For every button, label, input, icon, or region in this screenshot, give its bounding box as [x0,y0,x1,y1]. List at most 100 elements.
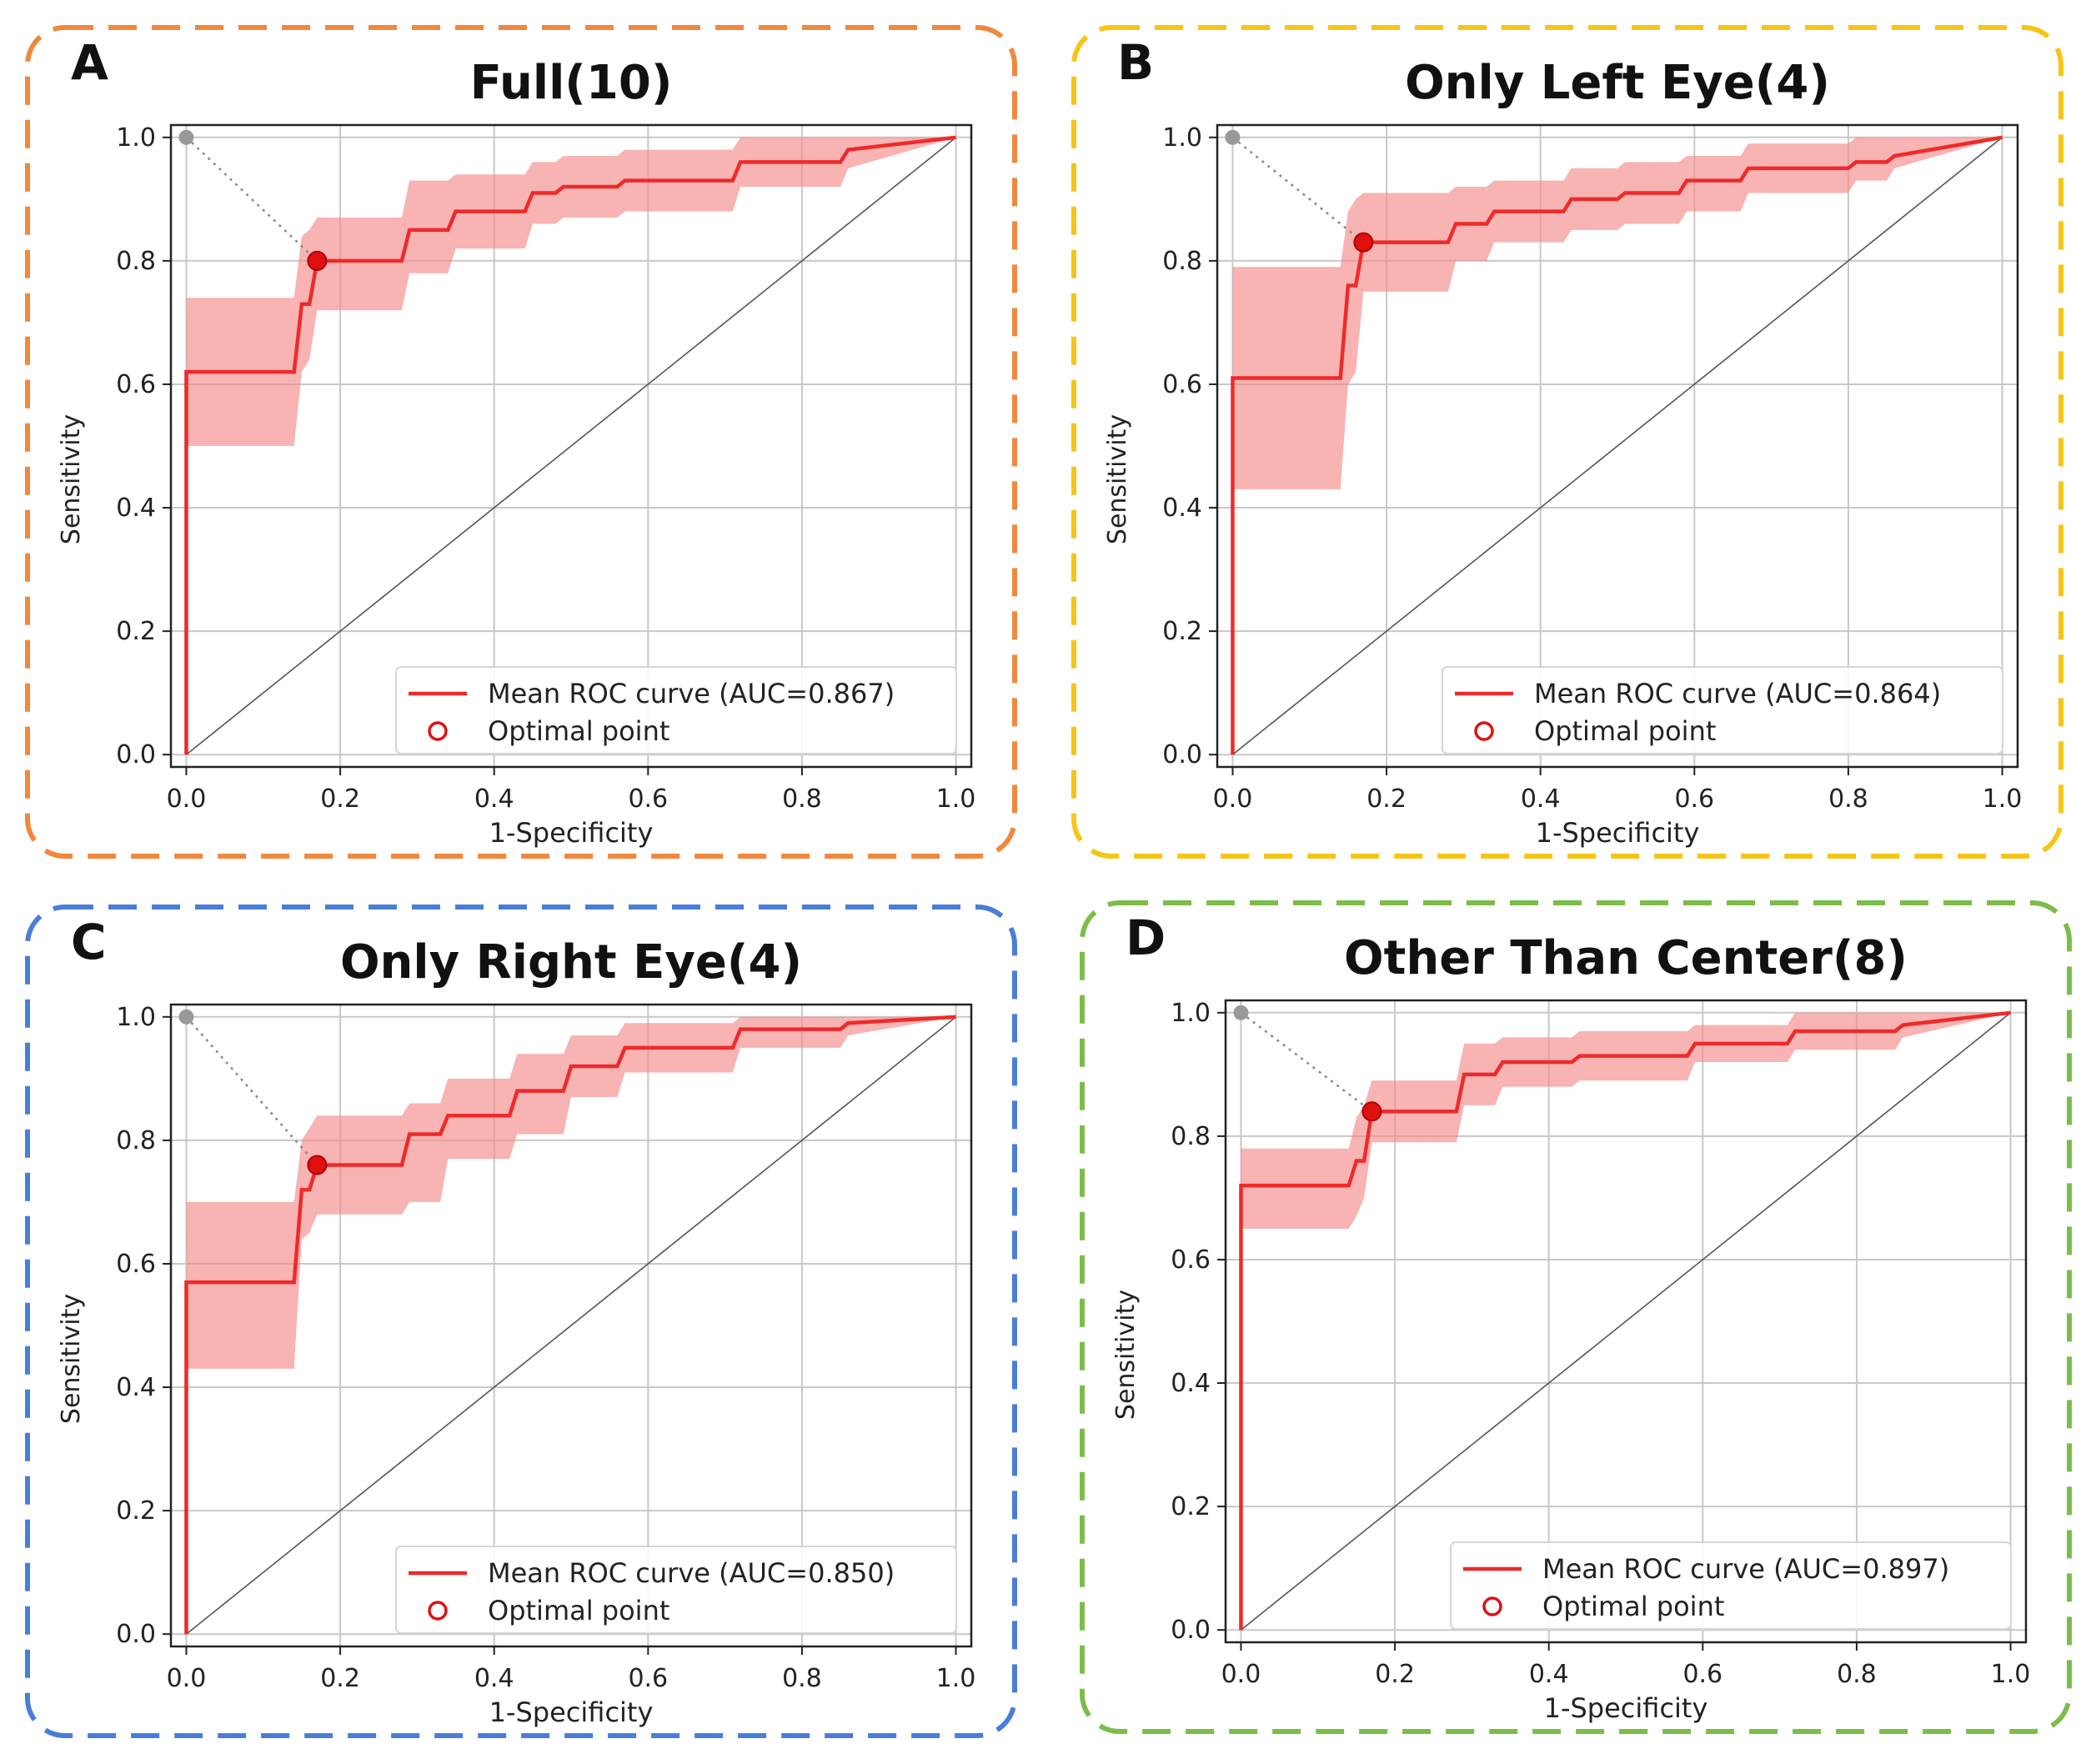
y-axis-label: Sensitivity [1103,414,1132,544]
legend-box [395,666,957,754]
roc-chart-a: A Full(10) 0.0 0.2 0.4 0.6 0.8 1.0 0.0 0.2 0.4 0.6 0… [25,25,1017,859]
y-tick-label: 0.4 [1171,1369,1211,1398]
x-tick-label: 0.0 [167,784,207,814]
x-tick-label: 0.6 [1682,1660,1722,1689]
legend-entry-optimal: Optimal point [488,1595,669,1626]
roc-chart-d: D Other Than Center(8) 0.0 0.2 0.4 0.6 0.8 1.0 0… [1080,900,2072,1734]
y-tick-label: 0.2 [1162,617,1202,646]
mean-roc-curve [1231,135,2003,755]
optimal-connector [1231,136,1365,243]
legend-entry-optimal: Optimal point [1534,715,1716,747]
axes-frame [169,1003,973,1648]
panel-d: D Other Than Center(8) 0.0 0.2 0.4 0.6 0.8 1.0 0… [1080,900,2072,1734]
x-tick-label: 0.8 [1828,784,1868,814]
panel-c: C Only Right Eye(4) 0.0 0.2 0.4 0.6 0.8 1.0 0.0 0… [25,905,1017,1738]
x-tick-label: 0.4 [474,1664,514,1693]
confidence-band [186,137,956,755]
legend-box [395,1546,957,1634]
panel-label: C [71,914,107,970]
optimal-point-marker [1353,232,1374,253]
x-tick-label: 0.2 [320,784,360,814]
panel-frame [1071,25,2063,859]
optimal-point-marker [307,250,328,271]
axes-frame [1216,123,2019,769]
y-axis-label: Sensitivity [1111,1290,1141,1420]
x-tick-label: 1.0 [936,1664,976,1693]
chart-title: Only Right Eye(4) [340,935,802,990]
y-tick-label: 0.2 [116,617,156,646]
y-tick-label: 0.2 [116,1496,156,1526]
x-tick-label: 0.4 [474,784,514,814]
legend-entry-roc: Mean ROC curve (AUC=0.867) [488,678,895,709]
y-tick-label: 0.6 [1171,1245,1211,1275]
y-tick-label: 0.6 [1162,370,1202,399]
y-tick-label: 0.8 [116,1126,156,1155]
optimal-connector [1240,1011,1373,1113]
y-tick-label: 0.8 [1162,247,1202,276]
legend-entry-roc: Mean ROC curve (AUC=0.897) [1542,1553,1949,1585]
reference-point [178,129,194,145]
legend-marker-swatch [1482,1596,1502,1616]
y-tick-label: 0.0 [116,1620,156,1649]
chance-diagonal [185,137,957,755]
chart-title: Full(10) [470,56,673,110]
legend-marker-swatch [428,1601,448,1621]
x-tick-label: 0.0 [167,1664,207,1693]
legend-entry-roc: Mean ROC curve (AUC=0.850) [488,1557,895,1589]
legend-marker-swatch [1474,721,1494,741]
y-tick-label: 0.2 [1171,1492,1211,1521]
mean-roc-curve [184,1015,956,1635]
x-axis-label: 1-Specificity [1536,817,1700,849]
x-tick-label: 0.0 [1221,1660,1261,1689]
panel-label: D [1126,910,1166,966]
mean-roc-curve [184,135,956,755]
chance-diagonal [1240,1012,2012,1631]
x-tick-label: 0.6 [628,1664,668,1693]
x-tick-label: 0.8 [1837,1660,1877,1689]
panel-label: B [1117,34,1154,91]
optimal-point-marker [307,1155,328,1175]
legend-entry-optimal: Optimal point [1542,1591,1724,1622]
y-tick-label: 0.0 [1171,1616,1211,1645]
y-tick-label: 0.6 [116,370,156,399]
y-tick-label: 1.0 [116,123,156,153]
x-tick-label: 0.8 [782,784,822,814]
x-axis-label: 1-Specificity [489,1696,654,1728]
x-tick-label: 0.6 [1674,784,1714,814]
x-tick-label: 0.6 [628,784,668,814]
panel-b: B Only Left Eye(4) 0.0 0.2 0.4 0.6 0.8 1.0 0.0 0.… [1071,25,2063,859]
legend-box [1442,666,2003,754]
optimal-point-marker [1361,1101,1382,1122]
panel-frame [25,25,1017,859]
legend-box [1450,1541,2012,1630]
x-tick-label: 1.0 [1991,1660,2031,1689]
x-tick-label: 1.0 [1983,784,2023,814]
legend-marker-swatch [428,721,448,741]
chance-diagonal [185,1016,957,1635]
panel-label: A [71,34,108,91]
y-tick-label: 0.4 [1162,494,1202,523]
reference-point [1233,1005,1249,1020]
reference-point [1225,129,1241,145]
legend-entry-optimal: Optimal point [488,715,669,747]
y-tick-label: 0.0 [116,740,156,769]
y-tick-label: 0.0 [1162,740,1202,769]
x-tick-label: 0.2 [1375,1660,1415,1689]
chart-title: Other Than Center(8) [1344,931,1908,985]
x-tick-label: 0.2 [320,1664,360,1693]
mean-roc-curve [1239,1010,2011,1631]
y-tick-label: 0.4 [116,494,156,523]
x-tick-label: 0.4 [1529,1660,1569,1689]
confidence-band [186,1016,956,1635]
panel-frame [25,905,1017,1738]
y-tick-label: 1.0 [1162,123,1202,153]
optimal-connector [185,1015,318,1166]
y-tick-label: 0.8 [116,247,156,276]
panel-frame [1080,900,2072,1734]
y-axis-label: Sensitivity [57,414,86,544]
y-tick-label: 0.8 [1171,1122,1211,1151]
roc-chart-b: B Only Left Eye(4) 0.0 0.2 0.4 0.6 0.8 1.0 0.0 0.… [1071,25,2063,859]
x-tick-label: 0.8 [782,1664,822,1693]
chance-diagonal [1231,137,2003,755]
x-tick-label: 1.0 [936,784,976,814]
